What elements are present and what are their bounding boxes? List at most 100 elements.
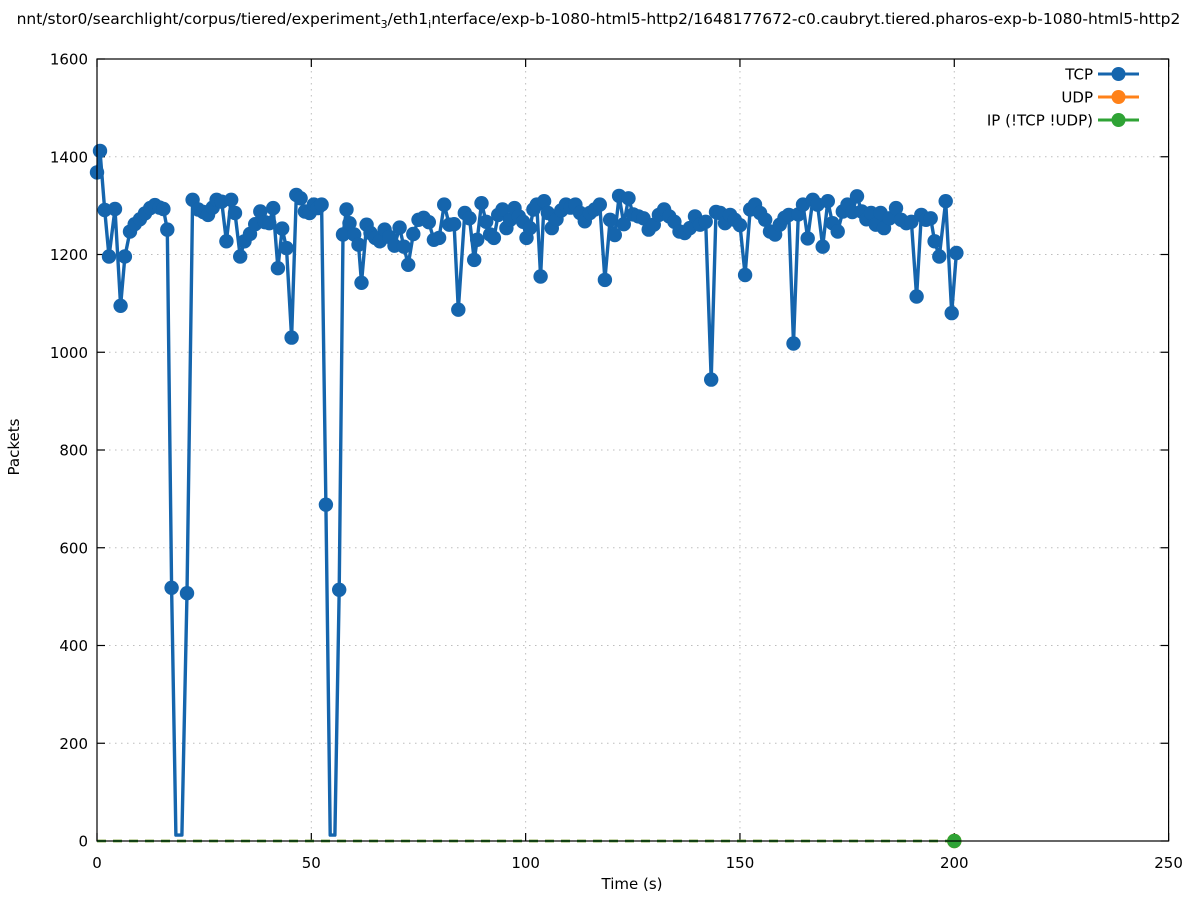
series-tcp-marker [938, 194, 953, 209]
y-tick-label: 800 [59, 442, 88, 460]
series-tcp-marker [156, 201, 171, 217]
x-tick-labels: 0 50 100 150 200 250 [92, 854, 1183, 872]
series-tcp-marker [270, 261, 286, 276]
title-segment: /eth1 [387, 10, 429, 28]
series-tcp-marker [92, 143, 108, 159]
series-tcp-marker [800, 231, 815, 246]
legend-label-tcp: TCP [1064, 66, 1093, 84]
series-tcp-marker [339, 202, 354, 217]
series-tcp-marker [758, 212, 773, 227]
legend: TCP UDP IP (!TCP !UDP) [987, 66, 1139, 130]
plot-border [96, 58, 1170, 842]
series-tcp-marker [293, 191, 308, 206]
axis-ticks [96, 58, 1170, 842]
series-tcp-marker [227, 205, 243, 221]
series-tcp-marker [354, 275, 369, 290]
series-tcp-marker [704, 372, 719, 387]
series-tcp-marker [536, 194, 552, 209]
x-tick-label: 50 [302, 854, 321, 872]
series-tcp-marker [636, 211, 651, 226]
series-tcp-marker [467, 252, 482, 268]
series-tcp-marker [224, 192, 239, 207]
series-tcp-marker [462, 211, 477, 226]
series-tcp-marker [101, 249, 117, 264]
series-tcp-marker [351, 237, 366, 252]
series-tcp-marker [927, 234, 942, 249]
series-tcp-marker [495, 202, 510, 217]
y-tick-label: 600 [59, 539, 88, 557]
series-tcp-marker [160, 222, 175, 237]
series-tcp-marker [179, 586, 195, 601]
y-axis-label: Packets [5, 418, 23, 475]
x-tick-label: 200 [940, 854, 969, 872]
series-tcp-marker [406, 226, 421, 242]
series-tcp-marker [815, 239, 830, 254]
series-tcp-marker [786, 336, 801, 351]
series-tcp-marker [332, 582, 347, 597]
series-tcp-marker [262, 216, 277, 231]
series-tcp-marker [830, 224, 845, 239]
series-tcp-marker [949, 245, 964, 261]
series-tcp-marker [113, 298, 128, 313]
series-tcp-marker [592, 197, 607, 212]
y-tick-label: 1600 [50, 51, 88, 69]
legend-marker-ip-tcp-udp [1111, 113, 1126, 127]
series-tcp-marker [342, 216, 357, 231]
y-tick-label: 1400 [50, 148, 88, 166]
y-tick-label: 0 [78, 833, 88, 851]
title-segment: nterface/exp-b-1080-html5-http2/16481776… [431, 10, 1181, 28]
series-tcp-marker [486, 230, 502, 246]
series-tcp-marker [932, 249, 947, 264]
chart-title: nnt/stor0/searchlight/corpus/tiered/expe… [0, 6, 1197, 32]
series-tcp-marker [275, 221, 290, 236]
title-segment: nnt/stor0/searchlight/corpus/tiered/expe… [16, 10, 381, 28]
series-tcp-marker [597, 272, 613, 288]
legend-label-ip-tcp-udp: IP (!TCP !UDP) [987, 112, 1093, 130]
legend-marker-tcp [1111, 67, 1126, 81]
legend-marker-udp [1111, 90, 1126, 104]
series-tcp-marker [607, 227, 622, 243]
series-tcp-marker [318, 497, 334, 512]
grid [96, 58, 1170, 842]
series-tcp-marker [849, 189, 865, 204]
series-tcp-line [95, 149, 959, 837]
series-tcp-marker [621, 191, 636, 206]
series-tcp-marker [820, 194, 835, 209]
series-tcp-marker [219, 234, 234, 249]
series-tcp [89, 143, 964, 837]
series-tcp-marker [888, 200, 904, 216]
series-tcp-marker [107, 201, 123, 217]
x-tick-label: 150 [726, 854, 755, 872]
series-tcp-marker [522, 220, 538, 236]
series-tcp-marker [421, 215, 436, 230]
series-tcp-marker [446, 217, 462, 232]
series-tcp-marker [266, 200, 281, 216]
series-tcp-marker [233, 249, 248, 264]
x-tick-label: 100 [511, 854, 540, 872]
series-tcp-marker [284, 330, 299, 345]
y-tick-label: 400 [59, 637, 88, 655]
title-subscript: 3 [380, 18, 388, 32]
series-tcp-marker [616, 217, 631, 232]
series-tcp-marker [602, 212, 618, 227]
series-tcp-marker [431, 230, 447, 246]
series-tcp-marker [401, 257, 416, 272]
series-tcp-marker [279, 240, 294, 256]
legend-label-udp: UDP [1061, 89, 1093, 107]
series-tcp-marker [533, 269, 548, 284]
series-tcp-marker [474, 196, 489, 211]
x-axis-label: Time (s) [601, 875, 663, 893]
series-tcp-marker [479, 214, 494, 229]
series-tcp-marker [470, 232, 485, 247]
series-tcp-marker [732, 218, 748, 233]
series-tcp-marker [909, 289, 924, 304]
y-tick-label: 1000 [50, 344, 88, 362]
series-tcp-marker [117, 249, 133, 264]
x-tick-label: 250 [1154, 854, 1183, 872]
series-tcp-marker [944, 305, 959, 321]
series-tcp-marker [314, 197, 329, 212]
series-tcp-marker [923, 211, 938, 226]
series-tcp-marker [396, 239, 412, 254]
series-tcp-marker [451, 302, 466, 317]
